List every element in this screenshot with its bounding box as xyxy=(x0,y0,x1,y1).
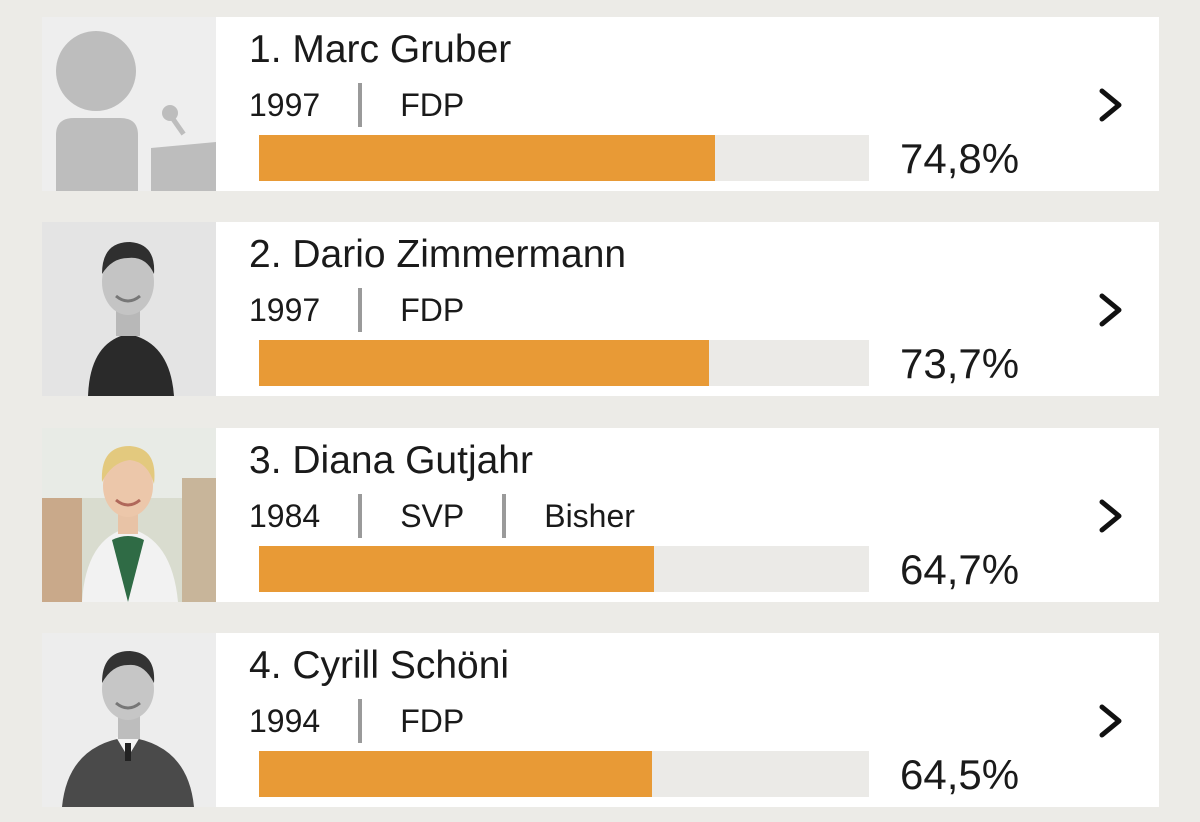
candidate-year: 1997 xyxy=(249,291,321,328)
candidate-party: SVP xyxy=(400,497,465,534)
candidate-photo xyxy=(42,222,216,396)
candidate-status: Bisher xyxy=(544,497,635,534)
vote-share-fill xyxy=(259,546,654,592)
candidate-party: FDP xyxy=(400,291,465,328)
meta-divider xyxy=(502,494,507,538)
vote-share-percent: 64,5% xyxy=(900,751,1020,798)
chevron-right-icon[interactable] xyxy=(1094,703,1128,739)
candidate-photo xyxy=(42,633,216,807)
vote-share-fill xyxy=(259,340,709,386)
candidate-name: 1. Marc Gruber xyxy=(249,28,512,71)
candidate-meta: 1984 SVP Bisher xyxy=(249,494,635,538)
chevron-right-icon[interactable] xyxy=(1094,292,1128,328)
vote-share-bar xyxy=(259,751,869,797)
vote-share-bar xyxy=(259,340,869,386)
candidate-meta: 1997 FDP xyxy=(249,83,464,127)
candidate-year: 1994 xyxy=(249,702,321,739)
vote-share-bar xyxy=(259,546,869,592)
candidate-meta: 1997 FDP xyxy=(249,288,464,332)
candidate-card-4[interactable]: 4. Cyrill Schöni 1994 FDP 64,5% xyxy=(42,633,1159,807)
candidate-year: 1997 xyxy=(249,86,321,123)
meta-divider xyxy=(358,699,363,743)
meta-divider xyxy=(358,83,363,127)
vote-share-percent: 64,7% xyxy=(900,546,1020,593)
candidate-card-2[interactable]: 2. Dario Zimmermann 1997 FDP 73,7% xyxy=(42,222,1159,396)
vote-share-fill xyxy=(259,135,716,181)
vote-share-bar xyxy=(259,135,869,181)
chevron-right-icon[interactable] xyxy=(1094,498,1128,534)
vote-share-fill xyxy=(259,751,653,797)
candidate-name: 4. Cyrill Schöni xyxy=(249,644,510,687)
vote-share-percent: 74,8% xyxy=(900,135,1020,182)
chevron-right-icon[interactable] xyxy=(1094,87,1128,123)
meta-divider xyxy=(358,494,363,538)
candidate-meta: 1994 FDP xyxy=(249,699,464,743)
candidate-year: 1984 xyxy=(249,497,321,534)
candidate-name: 2. Dario Zimmermann xyxy=(249,233,627,276)
candidate-name: 3. Diana Gutjahr xyxy=(249,439,533,482)
candidate-party: FDP xyxy=(400,702,465,739)
candidate-photo xyxy=(42,428,216,602)
candidate-photo-placeholder xyxy=(42,17,216,191)
candidate-card-1[interactable]: 1. Marc Gruber 1997 FDP 74,8% xyxy=(42,17,1159,191)
candidate-card-3[interactable]: 3. Diana Gutjahr 1984 SVP Bisher 64,7% xyxy=(42,428,1159,602)
candidate-party: FDP xyxy=(400,86,465,123)
meta-divider xyxy=(358,288,363,332)
vote-share-percent: 73,7% xyxy=(900,340,1020,387)
